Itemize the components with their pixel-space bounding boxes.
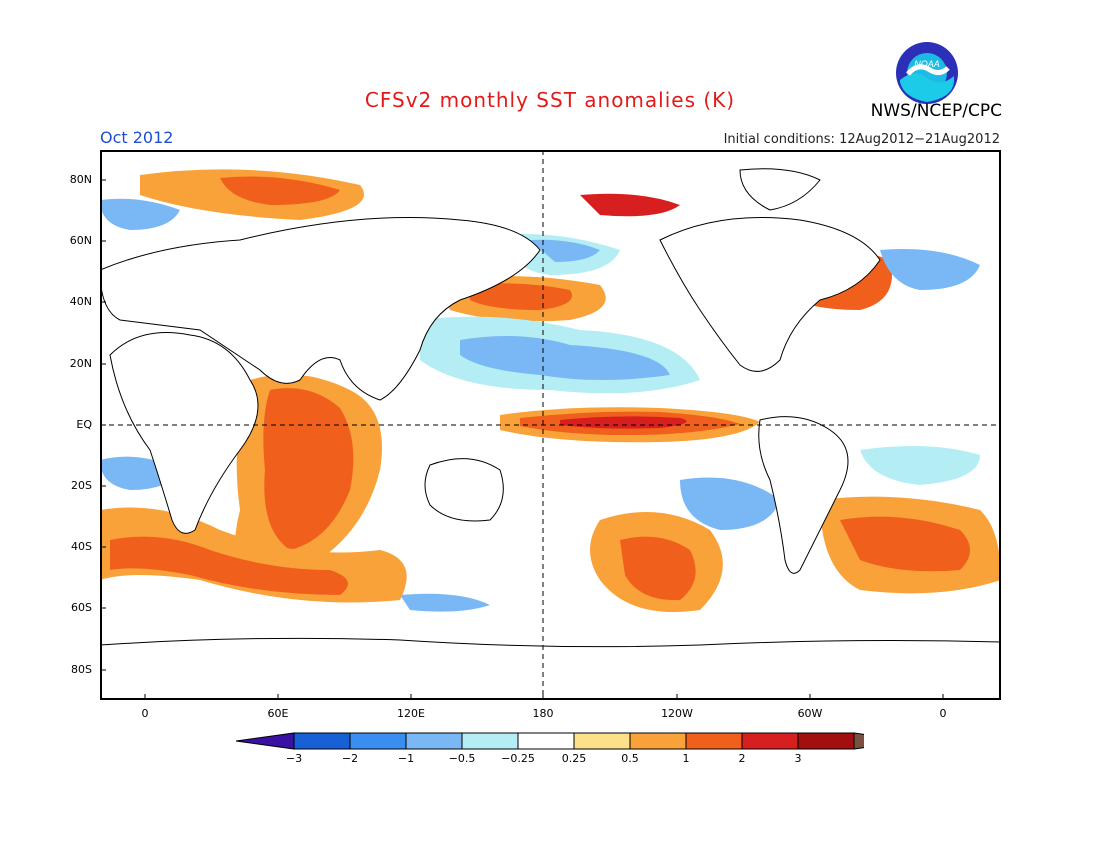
agency-label: NWS/NCEP/CPC: [870, 101, 1002, 121]
map-frame: [100, 150, 1001, 700]
colorbar-label: −1: [397, 752, 415, 765]
lat-label: 80N: [69, 173, 92, 186]
valid-month: Oct 2012: [100, 128, 174, 147]
cool-south-atlantic: [860, 446, 980, 485]
coastlines: [100, 168, 1001, 700]
colorbar-label: −0.5: [448, 752, 476, 765]
colorbar-label: −2: [341, 752, 359, 765]
colorbar-cell: [629, 732, 687, 750]
lon-label: 0: [939, 707, 947, 720]
lat-label: 20S: [71, 479, 92, 492]
lat-label: 20N: [69, 357, 92, 370]
colorbar-cell: [293, 732, 351, 750]
colorbar-cell: [853, 732, 864, 750]
lat-label: 40S: [71, 540, 92, 553]
colorbar-cell: [685, 732, 743, 750]
lon-label: 120W: [661, 707, 693, 720]
cool-southeast-pacific: [680, 477, 780, 530]
lon-label: 60E: [267, 707, 289, 720]
lon-label: 120E: [397, 707, 425, 720]
lat-label: EQ: [76, 418, 92, 431]
colorbar-label: 0.25: [561, 752, 587, 765]
lat-label: 40N: [69, 295, 92, 308]
logo-text: NOAA: [914, 59, 940, 69]
lat-label: 60S: [71, 601, 92, 614]
sst-anomaly-map: [100, 150, 1001, 700]
colorbar-label: 3: [794, 752, 802, 765]
colorbar-label: −3: [285, 752, 303, 765]
lat-label: 60N: [69, 234, 92, 247]
colorbar-cell: [236, 732, 295, 750]
colorbar-label: 0.5: [621, 752, 639, 765]
colorbar-cell: [349, 732, 407, 750]
lon-label: 0: [141, 707, 149, 720]
cool-north-atlantic: [880, 249, 980, 290]
chart-title: CFSv2 monthly SST anomalies (K): [364, 88, 736, 112]
colorbar-cell: [405, 732, 463, 750]
colorbar-label: 2: [738, 752, 746, 765]
colorbar-label: −0.25: [501, 752, 535, 765]
landmass-australia: [424, 458, 504, 522]
landmass-greenland: [739, 168, 821, 211]
colorbar-cell: [741, 732, 799, 750]
colorbar: [236, 732, 864, 750]
landmass-north-america: [659, 217, 881, 372]
colorbar-label: 1: [682, 752, 690, 765]
colorbar-cell: [461, 732, 519, 750]
landmass-africa: [109, 332, 259, 534]
landmass-south-america: [758, 416, 849, 574]
lat-label: 80S: [71, 663, 92, 676]
noaa-logo: NOAA: [894, 40, 960, 110]
colorbar-cell: [797, 732, 855, 750]
colorbar-cell: [517, 732, 575, 750]
logo-inner-disc: [907, 53, 947, 93]
lon-label: 60W: [797, 707, 823, 720]
initial-conditions: Initial conditions: 12Aug2012−21Aug2012: [723, 132, 1000, 147]
anomaly-shading: [100, 169, 1001, 612]
colorbar-cell: [573, 732, 631, 750]
landmass-europe-asia: [100, 217, 541, 401]
landmass-antarctica: [100, 637, 1001, 700]
lon-label: 180: [532, 707, 554, 720]
